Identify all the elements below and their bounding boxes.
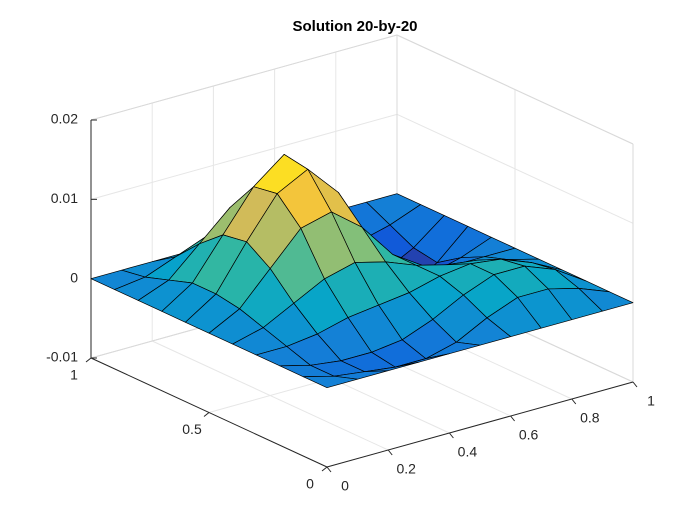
y-tick-label: 0 bbox=[306, 476, 314, 492]
chart-title: Solution 20-by-20 bbox=[292, 18, 417, 35]
y-tick bbox=[321, 466, 328, 472]
x-tick bbox=[449, 432, 454, 439]
grid-line bbox=[396, 113, 634, 224]
x-tick-label: 0.2 bbox=[396, 461, 416, 477]
y-tick bbox=[203, 412, 210, 417]
x-tick-label: 0 bbox=[341, 478, 349, 494]
box-edge bbox=[90, 34, 398, 121]
y-tick bbox=[85, 357, 92, 363]
grid-line bbox=[90, 113, 398, 200]
x-axis bbox=[326, 381, 634, 468]
surface-patch bbox=[303, 375, 358, 389]
x-tick bbox=[632, 381, 638, 388]
x-tick bbox=[387, 449, 393, 456]
y-tick-label: 0.5 bbox=[182, 421, 202, 437]
z-tick-label: -0.01 bbox=[46, 349, 78, 365]
x-tick bbox=[571, 398, 577, 405]
x-tick-label: 1 bbox=[647, 393, 655, 409]
z-tick-label: 0.01 bbox=[51, 190, 78, 206]
x-tick bbox=[326, 466, 332, 473]
x-tick-label: 0.8 bbox=[580, 410, 600, 426]
y-tick-label: 1 bbox=[70, 367, 78, 383]
x-tick bbox=[510, 415, 515, 422]
x-tick-label: 0.4 bbox=[458, 444, 478, 460]
box-edge bbox=[396, 34, 634, 145]
x-tick-label: 0.6 bbox=[519, 427, 539, 443]
z-tick-label: 0 bbox=[70, 269, 78, 285]
z-tick-label: 0.02 bbox=[51, 111, 78, 127]
